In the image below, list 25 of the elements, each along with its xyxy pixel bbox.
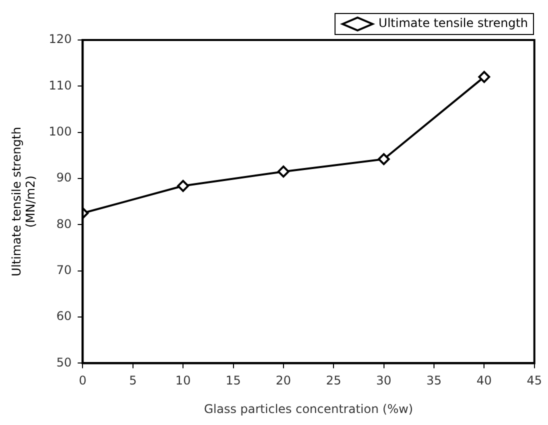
point (277, 166, 290, 178)
y-tick-label: 80 (56, 216, 72, 231)
y-tick-label: 70 (56, 262, 72, 277)
y-axis-title: Ultimate tensile strength (MN/m2) (9, 126, 38, 276)
x-tick-label: 35 (426, 374, 442, 388)
point (177, 180, 190, 192)
x-tick-label: 25 (326, 374, 342, 388)
x-tick-label: 45 (526, 374, 542, 388)
y-tick-label: 50 (56, 355, 72, 370)
x-tick-label: 40 (476, 374, 492, 388)
y-tick-label: 100 (48, 124, 72, 138)
y-tick-label: 120 (48, 32, 72, 46)
x-tick-label: 15 (226, 374, 241, 388)
point (478, 70, 490, 83)
y-tick-label: 110 (48, 78, 72, 92)
legend-label: Ultimate tensile strength (378, 16, 528, 30)
x-tick-label: 0 (78, 374, 87, 388)
x-tick-label: 5 (129, 374, 137, 388)
x-axis-title: Glass particles concentration (%w) (204, 402, 414, 416)
x-tick-label: 30 (376, 374, 392, 388)
x-tick-label: 20 (276, 374, 292, 388)
point (378, 153, 390, 166)
y-tick-label: 60 (56, 309, 72, 324)
x-tick-label: 10 (175, 374, 191, 388)
y-tick-label: 90 (56, 170, 72, 185)
